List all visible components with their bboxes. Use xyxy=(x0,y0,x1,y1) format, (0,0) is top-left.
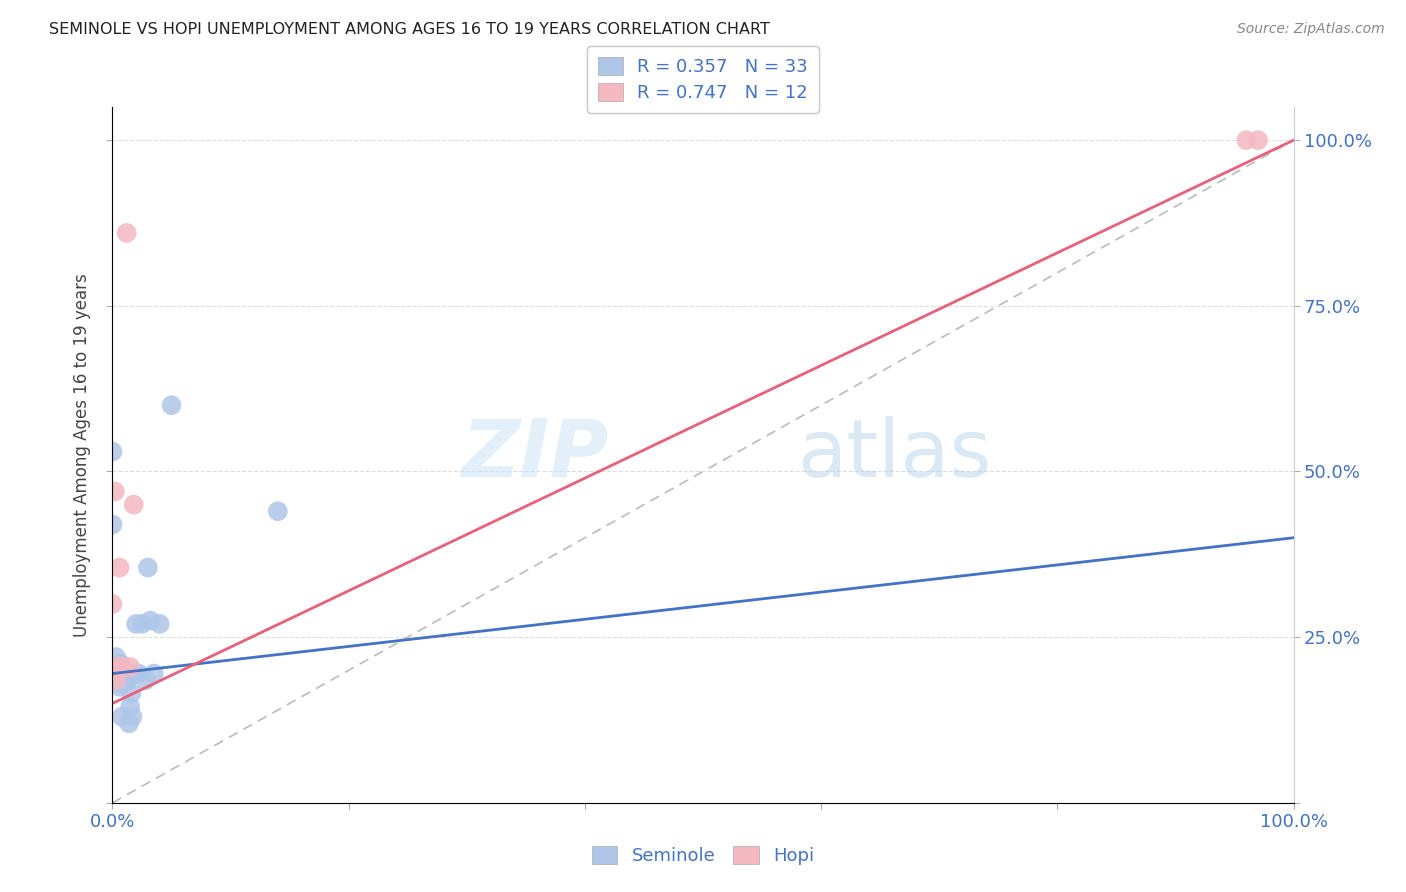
Point xyxy=(122,498,145,512)
Point xyxy=(110,657,132,671)
Point xyxy=(107,663,129,677)
Point xyxy=(142,666,165,681)
Point xyxy=(108,680,131,694)
Point xyxy=(101,597,124,611)
Point xyxy=(120,699,142,714)
Point xyxy=(107,673,129,688)
Point xyxy=(120,660,142,674)
Point xyxy=(136,560,159,574)
Point xyxy=(104,484,127,499)
Point xyxy=(115,226,138,240)
Y-axis label: Unemployment Among Ages 16 to 19 years: Unemployment Among Ages 16 to 19 years xyxy=(73,273,91,637)
Point xyxy=(107,660,129,674)
Text: atlas: atlas xyxy=(797,416,991,494)
Point xyxy=(101,517,124,532)
Legend: R = 0.357   N = 33, R = 0.747   N = 12: R = 0.357 N = 33, R = 0.747 N = 12 xyxy=(586,46,820,113)
Point xyxy=(115,673,138,688)
Point xyxy=(131,616,153,631)
Legend: Seminole, Hopi: Seminole, Hopi xyxy=(582,838,824,874)
Point xyxy=(122,666,145,681)
Point xyxy=(108,560,131,574)
Point xyxy=(112,670,135,684)
Point xyxy=(101,444,124,458)
Point xyxy=(121,709,143,723)
Point xyxy=(105,663,128,677)
Point xyxy=(111,663,134,677)
Point xyxy=(112,666,135,681)
Point xyxy=(112,663,135,677)
Point xyxy=(139,614,162,628)
Point xyxy=(135,673,157,688)
Text: Source: ZipAtlas.com: Source: ZipAtlas.com xyxy=(1237,22,1385,37)
Point xyxy=(160,398,183,412)
Point xyxy=(1247,133,1270,147)
Point xyxy=(117,673,139,688)
Point xyxy=(104,663,127,677)
Point xyxy=(125,616,148,631)
Point xyxy=(111,660,134,674)
Point xyxy=(105,673,128,688)
Point xyxy=(127,666,149,681)
Point xyxy=(120,686,142,700)
Point xyxy=(110,676,132,690)
Point xyxy=(111,709,134,723)
Text: ZIP: ZIP xyxy=(461,416,609,494)
Point xyxy=(118,716,141,731)
Point xyxy=(267,504,290,518)
Point xyxy=(1234,133,1257,147)
Point xyxy=(105,650,128,665)
Text: SEMINOLE VS HOPI UNEMPLOYMENT AMONG AGES 16 TO 19 YEARS CORRELATION CHART: SEMINOLE VS HOPI UNEMPLOYMENT AMONG AGES… xyxy=(49,22,770,37)
Point xyxy=(105,663,128,677)
Point xyxy=(105,670,128,684)
Point xyxy=(149,616,172,631)
